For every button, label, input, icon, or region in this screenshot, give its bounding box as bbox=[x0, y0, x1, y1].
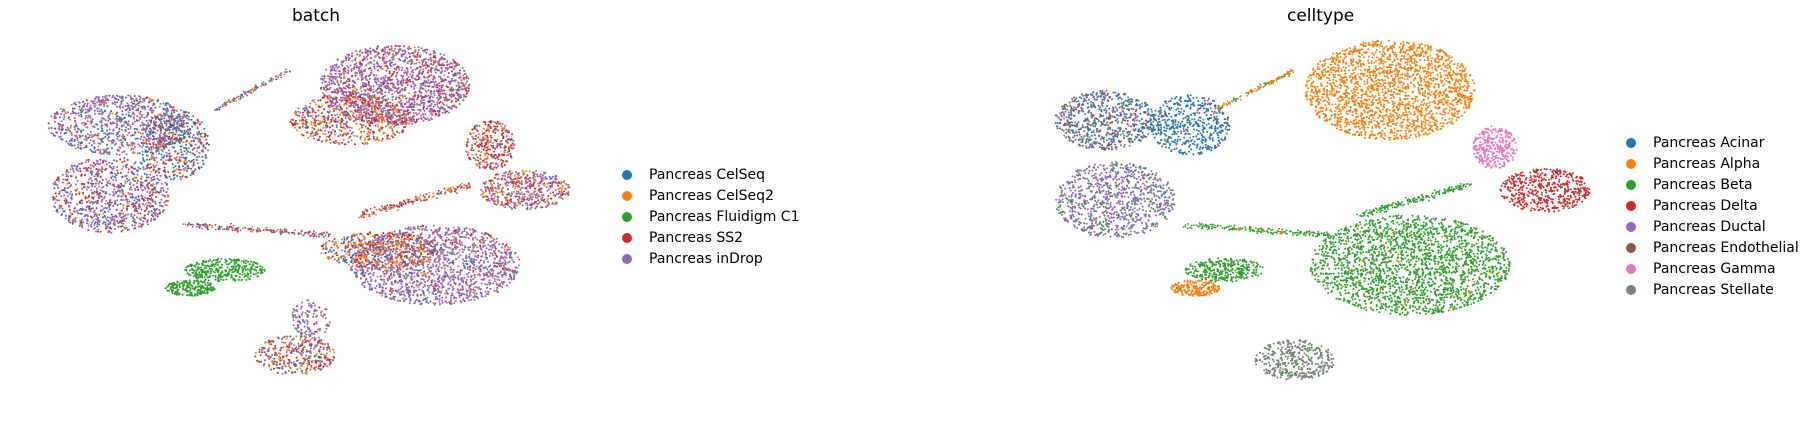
legend-marker bbox=[622, 232, 632, 243]
legend-label: Pancreas Gamma bbox=[1653, 260, 1776, 277]
legend-label: Pancreas Ductal bbox=[1653, 218, 1766, 235]
legend-marker bbox=[1626, 263, 1636, 274]
legend-marker bbox=[622, 253, 632, 264]
legend-item: Pancreas Alpha bbox=[1626, 153, 1799, 174]
legend-marker bbox=[1626, 179, 1636, 190]
legend-marker bbox=[1626, 221, 1636, 232]
legend-label: Pancreas Beta bbox=[1653, 176, 1753, 193]
legend-item: Pancreas Stellate bbox=[1626, 279, 1799, 300]
legend-label: Pancreas inDrop bbox=[649, 250, 763, 267]
legend-item: Pancreas Beta bbox=[1626, 174, 1799, 195]
legend-label: Pancreas CelSeq bbox=[649, 166, 766, 183]
panel-title-celltype: celltype bbox=[1287, 6, 1355, 26]
legend-batch: Pancreas CelSeq Pancreas CelSeq2 Pancreas … bbox=[622, 164, 800, 269]
legend-marker bbox=[622, 211, 632, 222]
legend-item: Pancreas Endothelial bbox=[1626, 237, 1799, 258]
panel-title-batch: batch bbox=[292, 6, 340, 26]
legend-label: Pancreas Fluidigm C1 bbox=[649, 208, 800, 225]
legend-item: Pancreas inDrop bbox=[622, 248, 800, 269]
legend-marker bbox=[1626, 158, 1636, 169]
legend-label: Pancreas Alpha bbox=[1653, 155, 1761, 172]
legend-item: Pancreas Gamma bbox=[1626, 258, 1799, 279]
legend-label: Pancreas SS2 bbox=[649, 229, 744, 246]
legend-marker bbox=[1626, 200, 1636, 211]
legend-label: Pancreas Stellate bbox=[1653, 281, 1774, 298]
legend-marker bbox=[1626, 242, 1636, 253]
legend-item: Pancreas Ductal bbox=[1626, 216, 1799, 237]
legend-marker bbox=[622, 190, 632, 201]
legend-celltype: Pancreas Acinar Pancreas Alpha Pancreas Be… bbox=[1626, 132, 1799, 300]
legend-item: Pancreas Fluidigm C1 bbox=[622, 206, 800, 227]
scatter-points-batch bbox=[47, 44, 571, 375]
legend-marker bbox=[1626, 284, 1636, 295]
legend-item: Pancreas Acinar bbox=[1626, 132, 1799, 153]
legend-label: Pancreas CelSeq2 bbox=[649, 187, 774, 204]
legend-item: Pancreas CelSeq2 bbox=[622, 185, 800, 206]
legend-label: Pancreas Delta bbox=[1653, 197, 1758, 214]
legend-label: Pancreas Endothelial bbox=[1653, 239, 1799, 256]
scatter-points-celltype bbox=[1054, 39, 1591, 381]
legend-label: Pancreas Acinar bbox=[1653, 134, 1765, 151]
legend-item: Pancreas CelSeq bbox=[622, 164, 800, 185]
legend-item: Pancreas Delta bbox=[1626, 195, 1799, 216]
legend-marker bbox=[1626, 137, 1636, 148]
legend-item: Pancreas SS2 bbox=[622, 227, 800, 248]
legend-marker bbox=[622, 169, 632, 180]
